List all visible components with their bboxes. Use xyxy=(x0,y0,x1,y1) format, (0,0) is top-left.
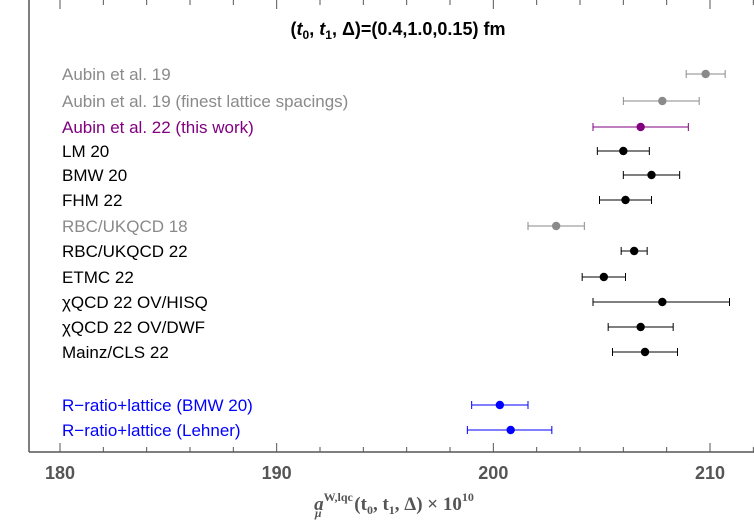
data-point xyxy=(495,400,505,410)
entry-label: Aubin et al. 19 (finest lattice spacings… xyxy=(62,92,348,111)
xlabel-sub: μ xyxy=(314,506,322,520)
title-sub1: 1 xyxy=(325,28,332,42)
data-point xyxy=(658,96,667,106)
title-t1: t xyxy=(319,19,326,39)
entry-label: LM 20 xyxy=(62,142,109,161)
entry-label: R−ratio+lattice (BMW 20) xyxy=(62,396,253,415)
entry-label: Mainz/CLS 22 xyxy=(62,343,169,362)
data-point xyxy=(621,195,630,205)
plot-frame xyxy=(28,0,754,453)
data-point xyxy=(658,297,667,307)
entry-labels: Aubin et al. 19 Aubin et al. 19 (finest l… xyxy=(62,65,348,440)
xlabel-mid: , t xyxy=(373,494,390,515)
title-sep: , xyxy=(309,19,319,39)
xlabel-a: a xyxy=(314,494,324,515)
title-open: ( xyxy=(291,19,297,39)
entry-label: χQCD 22 OV/DWF xyxy=(62,318,205,337)
entry-label: BMW 20 xyxy=(62,166,127,185)
data-point xyxy=(629,246,639,256)
data-point xyxy=(599,272,609,282)
data-point xyxy=(640,347,650,357)
data-point xyxy=(619,146,628,156)
title-t0: t xyxy=(297,19,304,39)
data-points xyxy=(466,69,730,435)
xlabel-sup: W,lqc xyxy=(324,490,354,504)
xlabel-exp: 10 xyxy=(462,490,474,504)
xlabel-sub1: 1 xyxy=(389,503,395,517)
title-rest: , Δ)=(0.4,1.0,0.15) fm xyxy=(332,19,506,39)
x-tick-label-190: 190 xyxy=(262,463,292,483)
x-axis-ticks: 170180190200210 xyxy=(45,0,754,483)
entry-label: Aubin et al. 19 xyxy=(62,65,171,84)
x-tick-label-200: 200 xyxy=(478,463,508,483)
xlabel-args: (t xyxy=(350,494,368,515)
x-tick-label-210: 210 xyxy=(695,463,725,483)
x-tick-label-180: 180 xyxy=(45,463,75,483)
data-point xyxy=(701,69,710,79)
data-point xyxy=(636,122,645,132)
chart-title: (t0, t1, Δ)=(0.4,1.0,0.15) fm xyxy=(291,19,506,42)
xlabel-end: , Δ) × 10 xyxy=(395,494,462,515)
data-point xyxy=(506,425,515,435)
data-point xyxy=(551,221,561,231)
data-point xyxy=(647,170,656,180)
data-point xyxy=(636,322,645,332)
title-sub0: 0 xyxy=(303,28,310,42)
entry-label: χQCD 22 OV/HISQ xyxy=(62,293,208,312)
entry-label: Aubin et al. 22 (this work) xyxy=(62,118,254,137)
entry-label: ETMC 22 xyxy=(62,268,134,287)
xlabel-sub0: 0 xyxy=(367,503,373,517)
entry-label: FHM 22 xyxy=(62,191,122,210)
x-axis-label: aW,lqc μ (t0, t1, Δ) × 1010 xyxy=(314,490,474,520)
entry-label: RBC/UKQCD 18 xyxy=(62,217,188,236)
entry-label: RBC/UKQCD 22 xyxy=(62,242,188,261)
entry-label: R−ratio+lattice (Lehner) xyxy=(62,421,241,440)
